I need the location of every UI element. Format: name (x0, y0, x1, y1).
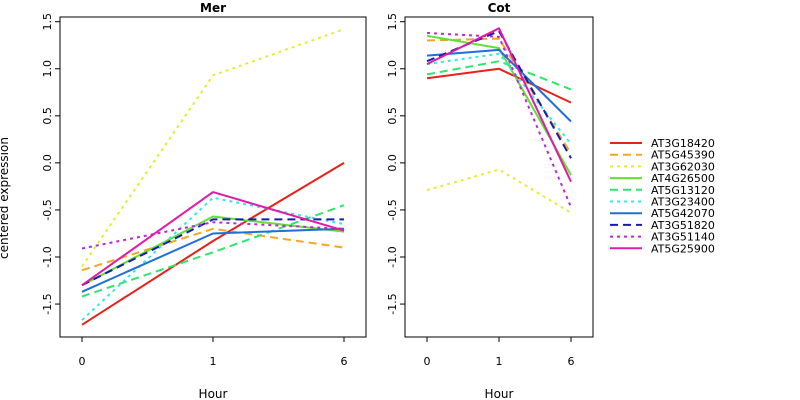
series-line-at3g18420 (426, 67, 572, 104)
legend-label: AT3G62030 (651, 160, 715, 173)
x-tick-label: 6 (568, 355, 575, 368)
series-line-at3g62030 (81, 28, 345, 267)
y-tick-label: -1.0 (41, 246, 54, 267)
legend-item: AT3G23400 (610, 196, 715, 209)
x-tick-label: 1 (496, 355, 503, 368)
series-line-at5g45390 (81, 227, 345, 272)
y-tick-label: 1.5 (41, 13, 54, 31)
series-line-at3g51140 (81, 221, 345, 250)
y-tick-label: 1.0 (41, 60, 54, 78)
legend-label: AT5G42070 (651, 207, 715, 220)
legend-label: AT5G25900 (651, 242, 715, 255)
panels: Mer -1.5 -1.0 -0.5 0.0 0.5 1.0 1.5 0 1 6 Hour Cot -1.… (41, 1, 594, 400)
x-tick-label: 0 (424, 355, 431, 368)
legend-item: AT4G26500 (610, 172, 715, 185)
series-line-at3g51820 (81, 218, 344, 287)
legend-label: AT3G18420 (651, 137, 715, 150)
y-tick-label: -1.5 (386, 293, 399, 314)
x-axis-title: Hour (485, 387, 514, 400)
y-tick-label: -0.5 (41, 199, 54, 220)
y-tick-label: -1.5 (41, 293, 54, 314)
x-axis-title: Hour (199, 387, 228, 400)
panel-1: Mer -1.5 -1.0 -0.5 0.0 0.5 1.0 1.5 0 1 6 Hour (41, 1, 367, 400)
panel-title: Mer (200, 1, 226, 15)
series-line-at5g25900 (81, 191, 345, 287)
legend-label: AT3G23400 (651, 196, 715, 209)
panel-2: Cot -1.5 -1.0 -0.5 0.0 0.5 1.0 1.5 0 1 6 Hour (386, 1, 594, 400)
legend-item: AT5G42070 (610, 207, 715, 220)
legend-label: AT3G51820 (651, 219, 715, 232)
y-tick-label: -0.5 (386, 199, 399, 220)
legend-label: AT3G51140 (651, 231, 715, 244)
series-line-at3g51140 (426, 32, 572, 208)
legend-item: AT3G51820 (610, 219, 715, 232)
series-line-at5g25900 (426, 27, 572, 183)
series-line-at3g23400 (81, 196, 345, 321)
panel-title: Cot (488, 1, 511, 15)
y-tick-label: 0.0 (41, 154, 54, 172)
series-line-at4g26500 (426, 34, 572, 176)
legend-item: AT5G13120 (610, 184, 715, 197)
legend-item: AT3G62030 (610, 160, 715, 173)
y-tick-label: 1.5 (386, 13, 399, 31)
y-tick-label: 0.0 (386, 154, 399, 172)
x-tick-label: 0 (79, 355, 86, 368)
legend-item: AT5G45390 (610, 149, 715, 162)
y-tick-label: 0.5 (386, 107, 399, 125)
legend-label: AT4G26500 (651, 172, 715, 185)
series-line-at5g13120 (426, 60, 572, 91)
legend-label: AT5G13120 (651, 184, 715, 197)
legend-label: AT5G45390 (651, 149, 715, 162)
series-line-at3g18420 (81, 162, 345, 326)
legend: AT3G18420AT5G45390AT3G62030AT4G26500AT5G… (610, 137, 715, 255)
legend-item: AT3G51140 (610, 231, 715, 244)
y-tick-label: -1.0 (386, 246, 399, 267)
series-line-at5g13120 (81, 204, 345, 298)
series-line-at3g62030 (426, 168, 572, 214)
plot-frame (404, 16, 594, 338)
legend-item: AT5G25900 (610, 242, 715, 255)
y-axis-title: centered expression (0, 137, 11, 259)
y-tick-label: 0.5 (41, 107, 54, 125)
y-tick-label: 1.0 (386, 60, 399, 78)
series-line-at5g42070 (426, 48, 572, 123)
x-tick-label: 1 (210, 355, 217, 368)
legend-item: AT3G18420 (610, 137, 715, 150)
x-tick-label: 6 (341, 355, 348, 368)
series-line-at4g26500 (81, 215, 345, 287)
series-line-at5g42070 (81, 227, 345, 293)
